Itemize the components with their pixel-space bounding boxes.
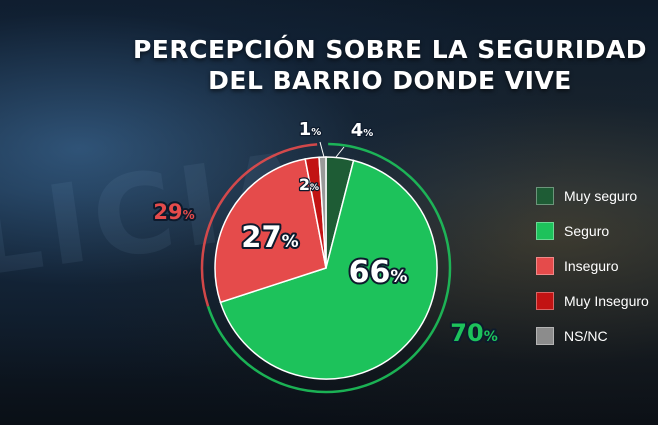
legend-swatch — [536, 221, 554, 240]
group-label-negative: 29% — [153, 200, 194, 224]
slice-label-ns-nc: 1% — [299, 119, 322, 140]
legend-item-muy-inseguro: Muy Inseguro — [536, 283, 649, 318]
legend-item-ns-nc: NS/NC — [536, 318, 649, 353]
group-arc-negative — [200, 143, 318, 307]
group-label-positive: 70% — [450, 319, 497, 347]
slice-label-muy-seguro: 4% — [351, 120, 374, 141]
chart-title-line-1: PERCEPCIÓN SOBRE LA SEGURIDAD — [132, 35, 648, 64]
legend-label: Inseguro — [564, 257, 619, 274]
legend-swatch — [536, 291, 554, 310]
group-arc-positive — [206, 142, 452, 394]
leader-line-muy-seguro — [335, 146, 345, 158]
legend-swatch — [536, 186, 554, 205]
leader-line-ns-nc — [319, 141, 325, 158]
pie-slice-ns-nc — [318, 156, 327, 269]
legend-swatch — [536, 326, 554, 345]
legend-item-muy-seguro: Muy seguro — [536, 178, 649, 213]
legend-item-inseguro: Inseguro — [536, 248, 649, 283]
legend-swatch — [536, 256, 554, 275]
legend-label: Muy seguro — [564, 187, 638, 204]
pie-slice-seguro — [219, 159, 438, 380]
pie-slice-inseguro — [214, 158, 327, 304]
chart-title-line-2: DEL BARRIO DONDE VIVE — [208, 66, 572, 95]
legend-item-seguro: Seguro — [536, 213, 649, 248]
legend-label: Seguro — [564, 222, 610, 239]
chart-title: PERCEPCIÓN SOBRE LA SEGURIDAD DEL BARRIO… — [110, 34, 658, 96]
chart-legend: Muy seguro Seguro Inseguro Muy Inseguro … — [536, 178, 649, 353]
legend-label: NS/NC — [564, 327, 608, 344]
legend-label: Muy Inseguro — [564, 292, 649, 309]
